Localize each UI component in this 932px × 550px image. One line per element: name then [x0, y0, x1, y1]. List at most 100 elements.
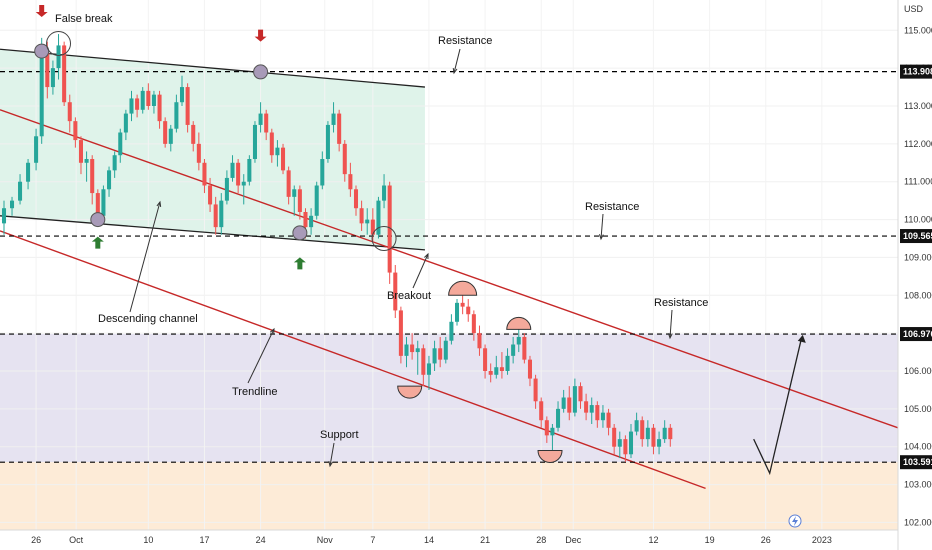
- candle: [438, 336, 443, 368]
- breakout-pointer-head: [424, 252, 429, 260]
- candle: [443, 336, 448, 364]
- candle-body: [157, 94, 162, 122]
- drawings: [0, 48, 899, 490]
- projection-path: [753, 336, 803, 476]
- support-pointer-head: [328, 461, 334, 468]
- candle-body: [449, 321, 454, 341]
- time-tick-label: Nov: [317, 535, 334, 545]
- candle: [208, 177, 213, 212]
- candle: [365, 208, 370, 235]
- candle: [634, 412, 639, 436]
- candle: [213, 196, 218, 235]
- time-tick-label: 2023: [812, 535, 832, 545]
- candle-body: [606, 412, 611, 428]
- price-tick-label: 110.000: [904, 215, 932, 225]
- candle-body: [241, 181, 246, 186]
- touch-marker: [90, 212, 106, 228]
- buy-arrow-icon: [293, 257, 306, 270]
- candle: [269, 128, 274, 163]
- candle-body: [634, 420, 639, 432]
- candle-body: [331, 113, 336, 125]
- candle: [297, 185, 302, 220]
- candle: [432, 340, 437, 371]
- lightning-icon: [788, 514, 802, 528]
- candle-body: [438, 348, 443, 360]
- candle-body: [578, 386, 583, 402]
- candle-body: [544, 420, 549, 436]
- candle-body: [123, 113, 128, 133]
- candle-body: [556, 408, 561, 428]
- candle-body: [252, 124, 257, 159]
- candle: [67, 94, 72, 133]
- candle-body: [415, 348, 420, 353]
- candle: [292, 185, 297, 216]
- candle-body: [617, 439, 622, 447]
- candle: [56, 34, 61, 80]
- candle: [544, 416, 549, 443]
- candle-body: [303, 212, 308, 228]
- candle: [359, 200, 364, 231]
- candle-body: [230, 162, 235, 178]
- candle-body: [26, 162, 31, 182]
- resistance-2-price-tag: [900, 229, 932, 244]
- candle: [348, 162, 353, 197]
- candle-body: [107, 170, 112, 190]
- candle-body: [95, 193, 100, 216]
- candle: [393, 265, 398, 318]
- candle: [449, 314, 454, 345]
- candle: [202, 159, 207, 194]
- candle: [466, 299, 471, 322]
- resistance-pointer: [600, 213, 604, 240]
- candle-body: [370, 219, 375, 235]
- candle: [556, 401, 561, 432]
- candle-body: [213, 204, 218, 228]
- candle: [191, 121, 196, 152]
- resistance-3-price-tag: [900, 327, 932, 342]
- candle-body: [191, 124, 196, 144]
- candle: [612, 424, 617, 455]
- candle-body: [494, 367, 499, 375]
- candle-body: [477, 333, 482, 349]
- candle-body: [584, 401, 589, 413]
- candle-body: [151, 94, 156, 106]
- time-tick-label: 19: [705, 535, 715, 545]
- candle: [331, 102, 336, 133]
- candle-body: [550, 427, 555, 436]
- candle-body: [39, 53, 44, 137]
- candle-body: [662, 427, 667, 440]
- candle: [107, 166, 112, 197]
- candle-body: [90, 159, 95, 194]
- candle-body: [45, 53, 50, 88]
- candle: [606, 408, 611, 436]
- time-tick-label: 10: [143, 535, 153, 545]
- candle-body: [432, 348, 437, 364]
- candle-body: [539, 401, 544, 421]
- candle-body: [600, 412, 605, 421]
- candle: [179, 75, 185, 106]
- time-tick-label: Oct: [69, 535, 84, 545]
- candle: [34, 128, 39, 171]
- candle-body: [337, 113, 342, 144]
- candle-body: [511, 344, 516, 356]
- candle-body: [174, 102, 179, 129]
- candle-body: [342, 143, 347, 175]
- candle: [10, 196, 15, 216]
- currency-label: USD: [904, 4, 924, 14]
- resistance-pointer-head: [598, 234, 604, 241]
- candle-body: [499, 367, 504, 371]
- candle: [18, 174, 23, 205]
- candle: [421, 344, 426, 387]
- candle: [314, 181, 319, 220]
- candle: [578, 382, 583, 409]
- candle-body: [365, 219, 370, 224]
- reaction-marker-bottom: [397, 385, 423, 399]
- candle: [382, 174, 387, 209]
- grid: [0, 0, 898, 530]
- candle-body: [320, 159, 325, 186]
- false-break-circle: [46, 31, 72, 57]
- breakout-label: Breakout: [387, 290, 431, 302]
- candle: [320, 151, 325, 190]
- candle: [662, 420, 667, 443]
- candle: [589, 397, 594, 424]
